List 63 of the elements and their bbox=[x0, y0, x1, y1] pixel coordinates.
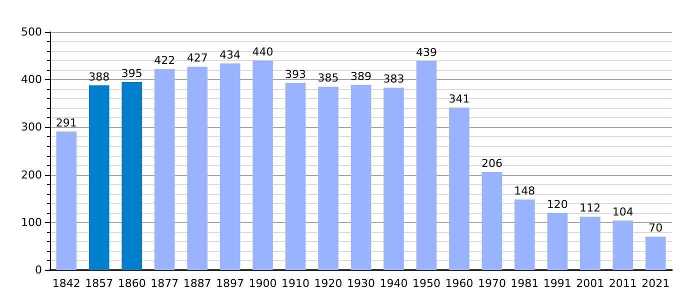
bar bbox=[318, 86, 338, 270]
bar bbox=[645, 236, 666, 270]
bar bbox=[187, 66, 208, 270]
x-tick-label: 2021 bbox=[642, 277, 670, 290]
x-tick-label: 1960 bbox=[445, 277, 474, 290]
bar bbox=[88, 85, 110, 270]
data-label: 389 bbox=[350, 70, 372, 83]
data-label: 395 bbox=[121, 66, 142, 80]
x-tick-label: 1981 bbox=[510, 277, 539, 290]
x-tick-label: 2001 bbox=[576, 277, 604, 290]
y-tick-label: 400 bbox=[21, 73, 42, 86]
y-tick-label: 200 bbox=[21, 168, 42, 182]
data-label: 439 bbox=[416, 46, 437, 60]
y-tick-label: 500 bbox=[21, 26, 42, 38]
bar bbox=[122, 82, 142, 270]
bar bbox=[285, 82, 306, 270]
x-tick-label: 1970 bbox=[478, 277, 506, 290]
bar bbox=[416, 61, 437, 270]
data-label: 388 bbox=[88, 70, 110, 84]
x-tick-label: 1991 bbox=[543, 277, 572, 290]
x-tick-label: 1930 bbox=[347, 277, 375, 290]
bar bbox=[580, 216, 600, 270]
bar bbox=[220, 63, 240, 270]
bar bbox=[449, 108, 470, 270]
x-tick-label: 1887 bbox=[183, 277, 212, 290]
x-tick-label: 1877 bbox=[150, 277, 179, 290]
x-tick-label: 1897 bbox=[216, 277, 244, 290]
x-tick-label: 1857 bbox=[85, 277, 114, 290]
data-label: 112 bbox=[580, 202, 601, 215]
bar bbox=[384, 88, 404, 270]
y-tick-label: 100 bbox=[21, 216, 42, 229]
x-tick-label: 1940 bbox=[380, 277, 408, 290]
bar bbox=[252, 60, 273, 270]
data-label: 206 bbox=[481, 156, 502, 170]
data-label: 422 bbox=[154, 54, 176, 68]
x-tick-label: 2011 bbox=[608, 277, 637, 290]
x-tick-label: 1920 bbox=[314, 277, 342, 290]
data-label: 385 bbox=[318, 72, 339, 85]
data-label: 427 bbox=[186, 52, 208, 65]
data-label: 70 bbox=[648, 222, 663, 235]
data-label: 291 bbox=[56, 116, 77, 130]
data-label: 341 bbox=[448, 92, 470, 106]
data-label: 393 bbox=[285, 68, 306, 81]
data-label: 120 bbox=[546, 198, 568, 211]
bar bbox=[154, 69, 175, 270]
x-tick-label: 1910 bbox=[282, 277, 310, 290]
x-tick-label: 1900 bbox=[248, 277, 277, 290]
y-tick-label: 300 bbox=[21, 120, 42, 134]
bar bbox=[612, 220, 634, 270]
bar bbox=[56, 131, 77, 270]
data-label: 148 bbox=[514, 184, 536, 198]
data-label: 383 bbox=[383, 72, 404, 86]
bar bbox=[514, 200, 535, 270]
x-tick-label: 1950 bbox=[412, 277, 440, 290]
x-tick-label: 1842 bbox=[52, 277, 80, 290]
data-label: 434 bbox=[220, 48, 241, 62]
bar bbox=[482, 172, 502, 270]
y-tick-label: 0 bbox=[35, 264, 42, 276]
bar bbox=[547, 212, 568, 270]
data-label: 440 bbox=[252, 46, 274, 59]
bar bbox=[350, 84, 372, 270]
data-label: 104 bbox=[612, 205, 634, 218]
x-tick-label: 1860 bbox=[118, 277, 146, 290]
